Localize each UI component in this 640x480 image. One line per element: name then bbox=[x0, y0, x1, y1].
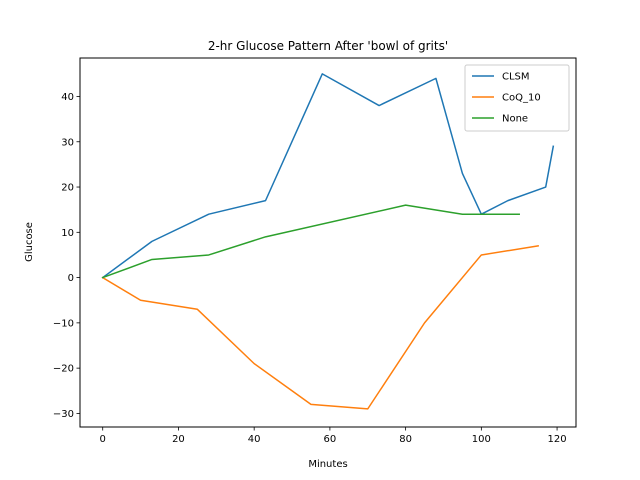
legend: CLSM CoQ_10 None bbox=[464, 64, 570, 132]
y-tick-label: 10 bbox=[61, 228, 74, 239]
legend-label-none: None bbox=[502, 114, 528, 125]
y-tick-label: −30 bbox=[53, 409, 74, 420]
series-line-none bbox=[101, 204, 520, 279]
y-tick-label: 0 bbox=[68, 273, 74, 284]
y-tick-label: 20 bbox=[61, 183, 74, 194]
x-tick-label: 80 bbox=[399, 434, 412, 445]
y-tick-label: −10 bbox=[53, 318, 74, 329]
legend-box bbox=[464, 64, 570, 132]
x-tick-label: 40 bbox=[248, 434, 261, 445]
legend-label-coq-10: CoQ_10 bbox=[502, 93, 541, 104]
y-axis-label: Glucose bbox=[24, 222, 35, 262]
plot-area bbox=[101, 73, 555, 410]
legend-label-clsm: CLSM bbox=[502, 72, 530, 83]
series-line-coq-10 bbox=[101, 245, 539, 410]
x-tick-label: 0 bbox=[100, 434, 106, 445]
y-tick-label: 30 bbox=[61, 137, 74, 148]
y-tick-label: 40 bbox=[61, 92, 74, 103]
y-tick-label: −20 bbox=[53, 364, 74, 375]
axes-frame bbox=[79, 57, 577, 428]
axis-ticks: 0 20 40 60 80 100 120 −30 −20 −10 0 10 20 30 40 bbox=[53, 92, 567, 445]
x-tick-label: 100 bbox=[472, 434, 491, 445]
x-tick-label: 60 bbox=[324, 434, 337, 445]
series-line-clsm bbox=[101, 73, 555, 279]
x-tick-label: 120 bbox=[548, 434, 567, 445]
x-tick-label: 20 bbox=[172, 434, 185, 445]
chart-title: 2-hr Glucose Pattern After 'bowl of grit… bbox=[208, 39, 448, 53]
x-axis-label: Minutes bbox=[308, 459, 347, 470]
